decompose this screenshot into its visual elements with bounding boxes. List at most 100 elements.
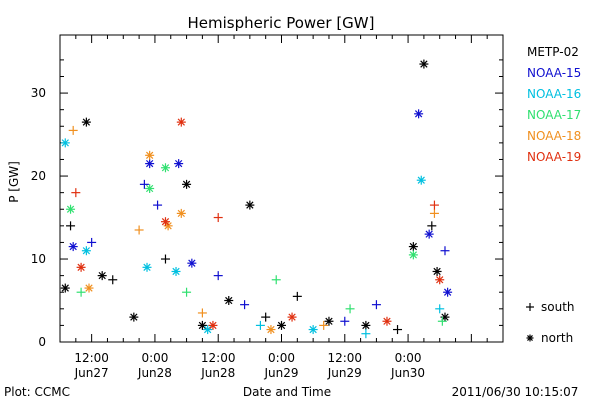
data-point-north <box>160 163 170 173</box>
data-point-south <box>340 316 350 326</box>
x-tick-label-date: Jun28 <box>200 366 235 380</box>
data-point-north <box>160 217 170 227</box>
legend-entry: NOAA-19 <box>527 150 581 164</box>
series-noaa-16 <box>60 138 445 339</box>
x-tick-label-date: Jun28 <box>137 366 172 380</box>
data-point-north <box>81 246 91 256</box>
data-point-south <box>271 275 281 285</box>
data-point-north <box>266 325 276 335</box>
data-point-north <box>414 109 424 119</box>
x-tick-label-time: 0:00 <box>395 351 422 365</box>
data-point-south <box>87 237 97 247</box>
data-point-south <box>76 287 86 297</box>
legend-entry: NOAA-16 <box>527 87 581 101</box>
data-point-south <box>240 300 250 310</box>
data-point-north <box>145 184 155 193</box>
data-point-north <box>443 287 453 297</box>
data-point-south <box>139 179 149 189</box>
data-point-north <box>324 316 334 326</box>
x-tick-label-time: 12:00 <box>201 351 236 365</box>
x-tick-label-date: Jun29 <box>327 366 362 380</box>
data-points <box>60 59 453 339</box>
footer-timestamp: 2011/06/30 10:15:07 <box>452 385 579 399</box>
x-tick-label-date: Jun29 <box>263 366 298 380</box>
data-point-north <box>182 179 192 189</box>
data-point-north <box>382 316 392 326</box>
legend: METP-02 NOAA-15 NOAA-16 NOAA-17 NOAA-18 NOAA-… <box>527 45 581 164</box>
data-point-north <box>416 175 426 185</box>
legend-entry: NOAA-18 <box>527 129 581 143</box>
data-point-north <box>432 266 442 276</box>
plot-frame <box>59 34 504 343</box>
data-point-south <box>371 300 381 310</box>
marker-legend-label: south <box>541 300 575 314</box>
series-noaa-15 <box>68 109 453 326</box>
data-point-south <box>393 325 403 335</box>
y-axis: 0 10 20 30 <box>31 59 503 349</box>
data-point-north <box>81 117 91 127</box>
data-point-south <box>261 312 271 322</box>
data-point-north <box>142 262 152 272</box>
legend-entry: NOAA-17 <box>527 108 581 122</box>
y-tick-label: 0 <box>38 335 46 349</box>
data-point-north <box>176 117 186 127</box>
data-point-north <box>435 275 445 285</box>
data-point-north <box>84 283 94 293</box>
data-point-south <box>429 200 439 210</box>
data-point-north <box>129 312 139 322</box>
data-point-north <box>66 204 76 214</box>
data-point-south <box>160 254 170 264</box>
x-tick-label-date: Jun27 <box>74 366 109 380</box>
series-noaa-18 <box>68 125 439 335</box>
data-point-north <box>408 242 418 252</box>
data-point-north <box>145 159 155 169</box>
data-point-north <box>308 325 318 335</box>
data-point-south <box>435 304 445 314</box>
data-point-south <box>255 320 265 330</box>
data-point-north <box>176 208 186 218</box>
data-point-north <box>419 59 429 69</box>
data-point-south <box>68 125 78 135</box>
data-point-north <box>187 258 197 268</box>
data-point-south <box>197 308 207 318</box>
data-point-north <box>361 320 371 330</box>
data-point-south <box>319 320 329 330</box>
data-point-north <box>224 296 234 306</box>
data-point-north <box>287 312 297 322</box>
data-point-north <box>245 200 255 210</box>
data-point-north <box>277 320 286 330</box>
series-metp-02 <box>60 59 450 335</box>
data-point-south <box>71 188 81 198</box>
data-point-south <box>134 225 144 235</box>
x-tick-label-date: Jun30 <box>390 366 425 380</box>
y-tick-label: 20 <box>31 169 46 183</box>
legend-entry: METP-02 <box>527 45 579 59</box>
legend-entry: NOAA-15 <box>527 66 581 80</box>
data-point-north <box>203 325 213 335</box>
data-point-north <box>145 150 155 160</box>
marker-legend-label: north <box>541 331 573 345</box>
x-axis-label: Date and Time <box>243 385 331 399</box>
x-tick-label-time: 0:00 <box>268 351 295 365</box>
data-point-north <box>424 229 434 239</box>
series-noaa-19 <box>71 117 445 330</box>
data-point-north <box>97 271 107 281</box>
data-point-south <box>108 275 118 285</box>
data-point-north <box>60 283 70 293</box>
data-point-south <box>213 213 223 223</box>
data-point-south <box>437 316 447 326</box>
series-noaa-17 <box>66 163 447 326</box>
x-tick-label-time: 12:00 <box>327 351 362 365</box>
data-point-south <box>427 221 437 231</box>
data-point-north <box>171 266 181 276</box>
data-point-south <box>182 287 192 297</box>
data-point-south <box>153 200 163 210</box>
data-point-north <box>408 250 418 260</box>
data-point-north <box>60 138 70 148</box>
y-tick-label: 30 <box>31 86 46 100</box>
marker-legend: south north <box>526 300 575 345</box>
x-axis: 12:00Jun270:00Jun2812:00Jun280:00Jun2912… <box>59 35 504 380</box>
data-point-south <box>213 271 223 281</box>
asterisk-marker-icon <box>526 334 534 342</box>
